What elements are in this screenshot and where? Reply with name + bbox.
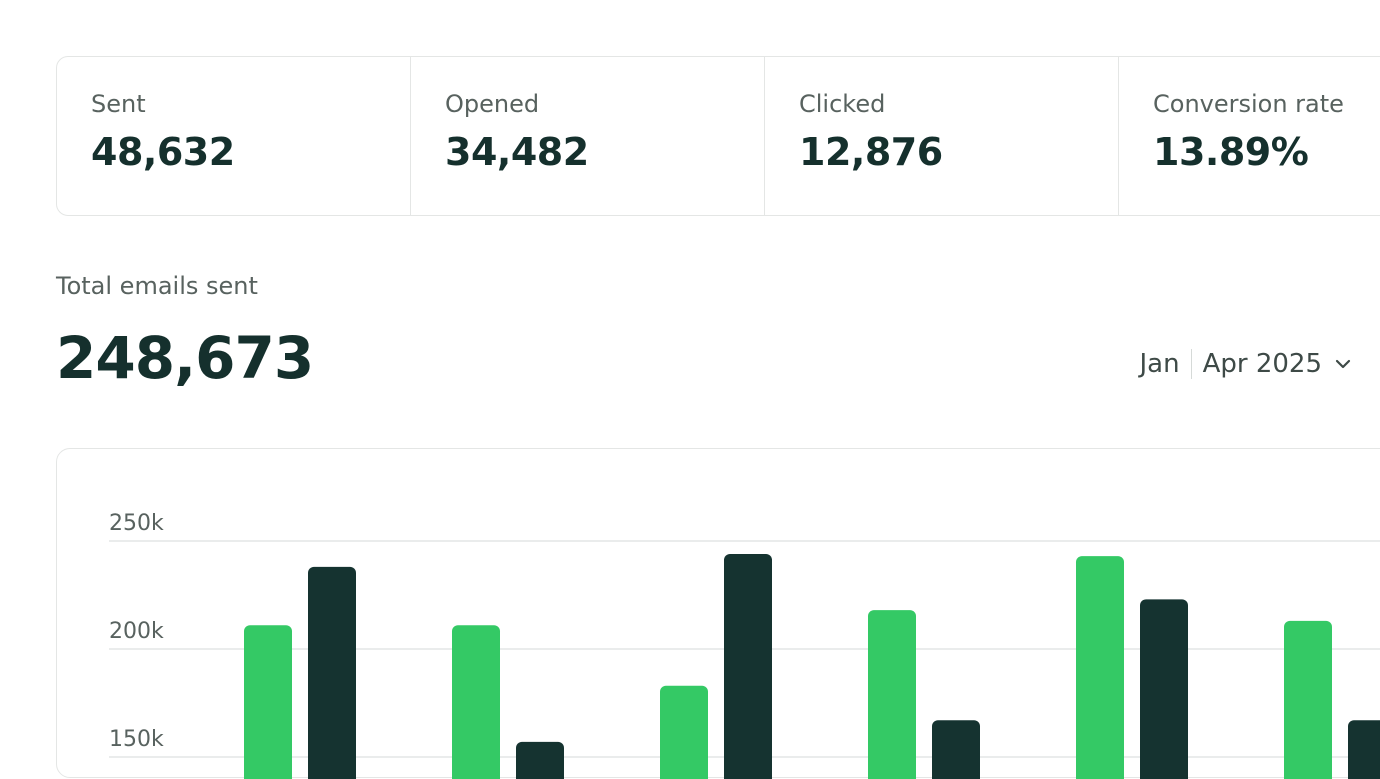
bar-series-a[interactable] [660, 685, 708, 779]
bar-series-b[interactable] [1140, 599, 1188, 779]
bar-series-a[interactable] [244, 625, 292, 779]
range-end: Apr 2025 [1202, 349, 1322, 379]
bar-series-a[interactable] [1284, 620, 1332, 779]
stat-label: Sent [91, 90, 146, 118]
range-divider [1190, 349, 1192, 379]
bar-series-a[interactable] [452, 625, 500, 779]
stat-opened: Opened 34,482 [411, 57, 765, 215]
range-start: Jan [1139, 349, 1180, 379]
stat-label: Opened [445, 90, 540, 118]
y-tick-label: 200k [109, 619, 164, 644]
bar-series-a[interactable] [868, 610, 916, 779]
bar-series-a[interactable] [1076, 556, 1124, 779]
stats-summary: Sent 48,632 Opened 34,482 Clicked 12,876… [56, 56, 1380, 216]
stat-clicked: Clicked 12,876 [765, 57, 1119, 215]
bar-series-b[interactable] [1348, 720, 1380, 779]
date-range-selector[interactable]: Jan Apr 2025 [1139, 344, 1356, 384]
stat-sent: Sent 48,632 [57, 57, 411, 215]
stat-label: Clicked [799, 90, 886, 118]
bar-series-b[interactable] [516, 741, 564, 779]
stat-conversion-rate: Conversion rate 13.89% [1119, 57, 1380, 215]
total-emails-value: 248,673 [56, 324, 314, 392]
stat-value: 34,482 [445, 130, 589, 174]
stat-value: 12,876 [799, 130, 943, 174]
chart-card: 250k 200k 150k [56, 448, 1380, 779]
bar-series-b[interactable] [308, 566, 356, 779]
stat-value: 13.89% [1153, 130, 1309, 174]
stat-label: Conversion rate [1153, 90, 1344, 118]
total-emails-label: Total emails sent [56, 272, 258, 300]
bar-series-b[interactable] [724, 553, 772, 779]
bar-series-b[interactable] [932, 720, 980, 779]
chevron-down-icon [1334, 344, 1356, 384]
y-tick-label: 250k [109, 511, 164, 536]
stat-value: 48,632 [91, 130, 235, 174]
